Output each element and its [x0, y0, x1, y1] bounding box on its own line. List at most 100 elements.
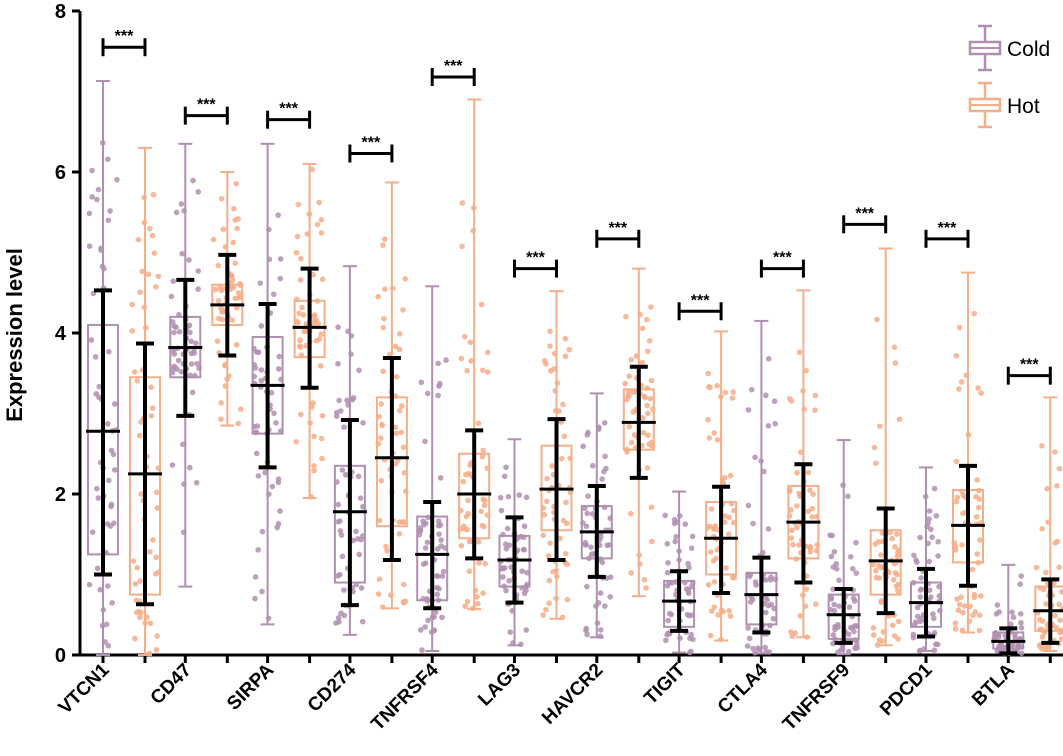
data-point-cold-ctla4	[753, 582, 760, 588]
data-point-cold-lag3	[507, 629, 514, 635]
data-point-hot-vtcn1	[148, 384, 154, 391]
data-point-cold-btla	[1018, 650, 1025, 657]
data-point-cold-vtcn1	[86, 581, 93, 588]
data-point-hot-vtcn1	[137, 289, 143, 295]
data-point-cold-cd274	[342, 471, 349, 478]
data-point-hot-vtcn1	[136, 608, 142, 615]
data-point-hot-tnfrsf9	[895, 618, 902, 625]
data-point-cold-ctla4	[744, 643, 751, 649]
data-point-cold-tigit	[689, 533, 696, 540]
data-point-cold-btla	[1018, 624, 1025, 631]
data-point-hot-tnfrsf4	[482, 560, 489, 567]
data-point-cold-lag3	[523, 627, 530, 633]
data-point-cold-cd274	[335, 614, 342, 621]
data-point-cold-tigit	[685, 587, 692, 594]
data-point-cold-sirpa	[275, 366, 282, 372]
data-point-hot-cd274	[379, 421, 385, 428]
data-point-hot-tnfrsf4	[459, 243, 465, 250]
data-point-hot-tnfrsf4	[458, 542, 465, 549]
data-point-hot-btla	[1054, 482, 1060, 489]
data-point-hot-btla	[1053, 624, 1060, 631]
data-point-cold-sirpa	[252, 365, 259, 371]
data-point-hot-havcr2	[626, 373, 633, 379]
data-point-hot-btla	[1043, 645, 1050, 651]
data-point-cold-sirpa	[255, 473, 262, 479]
data-point-hot-lag3	[562, 335, 569, 342]
data-point-hot-pdcd1	[977, 537, 983, 543]
data-point-hot-cd274	[382, 286, 388, 292]
data-point-cold-tigit	[664, 540, 671, 547]
data-point-cold-lag3	[503, 546, 510, 552]
data-point-cold-vtcn1	[94, 196, 100, 203]
data-point-hot-ctla4	[798, 449, 804, 456]
data-point-hot-tnfrsf4	[464, 598, 471, 605]
data-point-hot-btla	[1052, 540, 1058, 546]
data-point-cold-sirpa	[252, 574, 259, 580]
data-point-cold-havcr2	[583, 541, 589, 548]
data-point-hot-havcr2	[648, 504, 655, 511]
data-point-hot-cd274	[381, 315, 387, 322]
data-point-cold-cd47	[171, 351, 178, 357]
data-point-hot-sirpa	[318, 435, 325, 442]
y-tick-label: 0	[55, 645, 66, 667]
data-point-hot-tigit	[706, 384, 712, 390]
data-point-cold-havcr2	[588, 551, 595, 557]
data-point-hot-tnfrsf4	[481, 502, 488, 509]
legend-label-cold: Cold	[1007, 38, 1050, 61]
data-point-hot-vtcn1	[154, 489, 160, 496]
data-point-hot-pdcd1	[956, 601, 963, 608]
data-point-cold-tigit	[665, 560, 671, 566]
data-point-hot-lag3	[540, 532, 547, 539]
data-point-cold-ctla4	[765, 356, 772, 362]
data-point-hot-tnfrsf4	[480, 447, 486, 454]
data-point-cold-pdcd1	[917, 594, 924, 600]
data-point-hot-tnfrsf9	[892, 570, 899, 576]
data-point-cold-tigit	[685, 560, 691, 567]
data-point-hot-ctla4	[794, 469, 800, 476]
data-point-hot-havcr2	[646, 337, 653, 344]
data-point-hot-btla	[1039, 442, 1045, 449]
data-point-cold-sirpa	[259, 588, 265, 595]
data-point-hot-tigit	[729, 395, 736, 401]
data-point-cold-cd47	[189, 389, 196, 396]
data-point-hot-ctla4	[805, 508, 812, 515]
data-point-cold-pdcd1	[935, 538, 941, 545]
data-point-hot-tnfrsf4	[479, 453, 486, 460]
significance-label-sirpa: ***	[279, 101, 298, 118]
data-point-hot-vtcn1	[154, 633, 160, 639]
data-point-hot-lag3	[561, 433, 568, 440]
data-point-hot-tnfrsf9	[889, 622, 896, 629]
data-point-cold-havcr2	[589, 462, 596, 469]
data-point-hot-cd274	[378, 435, 384, 441]
data-point-cold-btla	[1012, 632, 1018, 638]
data-point-cold-cd274	[336, 619, 342, 625]
data-point-hot-cd274	[384, 547, 390, 554]
data-point-hot-vtcn1	[153, 554, 159, 561]
data-point-hot-vtcn1	[145, 271, 152, 278]
data-point-cold-tnfrsf4	[436, 585, 442, 592]
data-point-hot-havcr2	[644, 348, 651, 355]
data-point-hot-tigit	[714, 382, 721, 389]
data-point-hot-lag3	[546, 577, 553, 584]
data-point-cold-havcr2	[603, 465, 609, 472]
data-point-hot-lag3	[560, 401, 566, 408]
data-point-hot-vtcn1	[149, 232, 156, 239]
data-point-hot-pdcd1	[978, 390, 984, 396]
data-point-hot-havcr2	[644, 464, 651, 471]
data-point-cold-tnfrsf9	[846, 604, 853, 611]
data-point-hot-btla	[1051, 580, 1057, 586]
data-point-hot-tnfrsf4	[459, 200, 466, 206]
data-point-cold-vtcn1	[86, 210, 93, 217]
data-point-cold-tigit	[682, 521, 689, 527]
data-point-hot-tigit	[705, 370, 711, 377]
data-point-hot-tigit	[721, 474, 728, 481]
data-point-cold-cd47	[176, 329, 183, 335]
data-point-hot-cd47	[229, 317, 236, 323]
data-point-cold-lag3	[519, 568, 525, 575]
data-point-hot-cd47	[233, 341, 240, 348]
data-point-hot-pdcd1	[953, 458, 960, 465]
data-point-cold-tigit	[664, 582, 671, 589]
data-point-cold-tnfrsf4	[422, 438, 428, 445]
data-point-hot-pdcd1	[971, 310, 977, 317]
data-point-hot-cd47	[229, 277, 236, 283]
